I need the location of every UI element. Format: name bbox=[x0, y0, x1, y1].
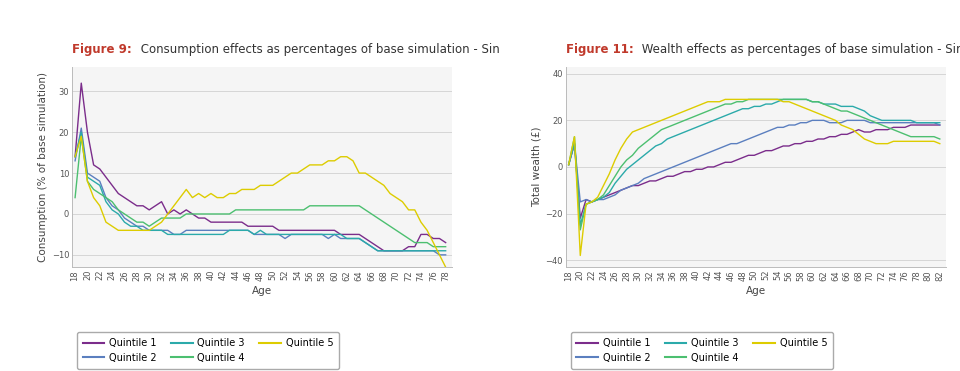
X-axis label: Age: Age bbox=[746, 286, 766, 296]
Text: Figure 9:: Figure 9: bbox=[72, 43, 132, 56]
Text: Figure 11:: Figure 11: bbox=[565, 43, 634, 56]
Text: Wealth effects as percentages of base simulation - Simulation 3: Wealth effects as percentages of base si… bbox=[638, 43, 960, 56]
Legend: Quintile 1, Quintile 2, Quintile 3, Quintile 4, Quintile 5: Quintile 1, Quintile 2, Quintile 3, Quin… bbox=[570, 332, 833, 369]
Y-axis label: Total wealth (£): Total wealth (£) bbox=[531, 127, 541, 207]
Y-axis label: Consumption (% of base simulation): Consumption (% of base simulation) bbox=[37, 72, 48, 262]
Text: Consumption effects as percentages of base simulation - Sin: Consumption effects as percentages of ba… bbox=[137, 43, 500, 56]
Legend: Quintile 1, Quintile 2, Quintile 3, Quintile 4, Quintile 5: Quintile 1, Quintile 2, Quintile 3, Quin… bbox=[77, 332, 339, 369]
X-axis label: Age: Age bbox=[252, 286, 272, 296]
